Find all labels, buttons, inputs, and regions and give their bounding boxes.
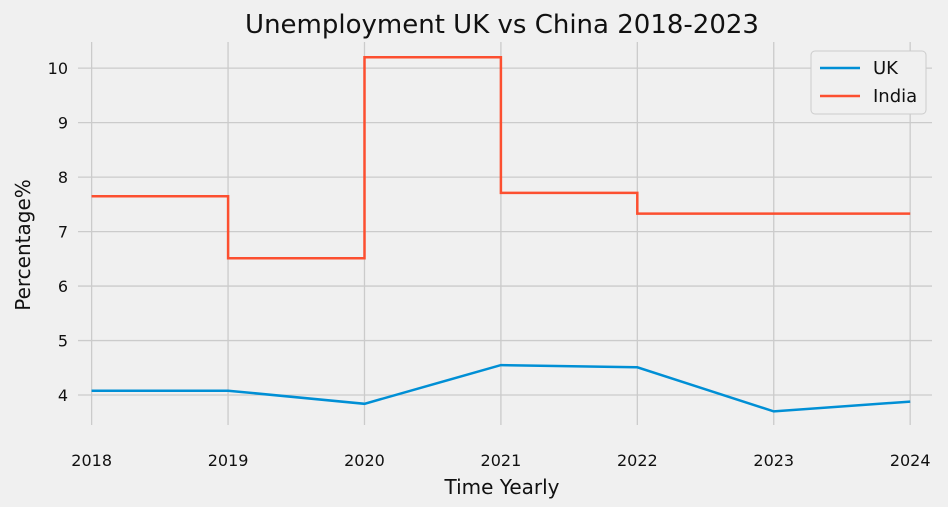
x-axis-label: Time Yearly: [443, 475, 559, 499]
legend-label-india: India: [873, 86, 917, 107]
legend: UK India: [810, 50, 927, 115]
x-tick-label: 2019: [208, 451, 249, 470]
chart-title: Unemployment UK vs China 2018-2023: [245, 10, 759, 40]
x-tick-label: 2022: [617, 451, 658, 470]
series-line-india: [91, 56, 911, 260]
y-tick-label: 5: [58, 332, 68, 351]
x-tick-label: 2024: [890, 451, 931, 470]
x-tick-labels: 2018 2019 2020 2021 2022 2023 2024: [71, 451, 930, 470]
x-tick-label: 2020: [344, 451, 385, 470]
y-tick-label: 9: [58, 114, 68, 133]
y-tick-label: 6: [58, 277, 68, 296]
legend-label-uk: UK: [873, 58, 899, 79]
series-lines: [91, 56, 911, 413]
x-tick-label: 2021: [481, 451, 522, 470]
y-tick-label: 8: [58, 168, 68, 187]
y-tick-label: 4: [58, 386, 68, 405]
series-line-uk: [91, 363, 911, 413]
grid: [78, 42, 932, 425]
y-tick-label: 10: [48, 59, 68, 78]
y-axis-label: Percentage%: [11, 179, 35, 311]
y-tick-labels: 4 5 6 7 8 9 10: [48, 59, 68, 405]
y-tick-label: 7: [58, 223, 68, 242]
x-tick-label: 2018: [71, 451, 112, 470]
x-tick-label: 2023: [753, 451, 794, 470]
